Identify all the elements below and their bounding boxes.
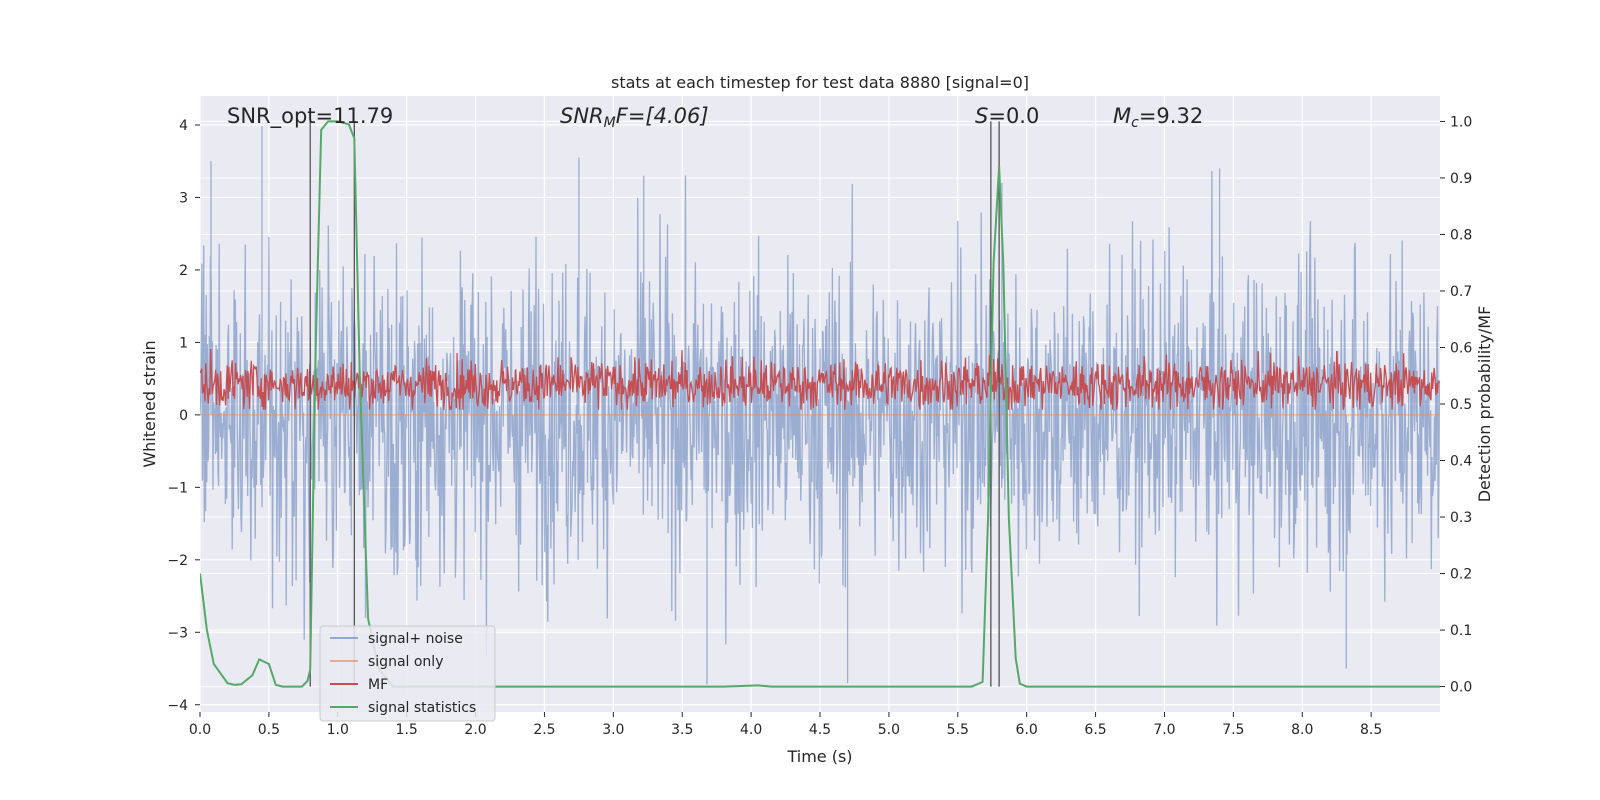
legend-label-signal-only: signal only (368, 654, 443, 670)
x-tick-label: 3.0 (602, 722, 624, 738)
mf-series (200, 348, 1440, 410)
y-tick-label: 3 (179, 190, 188, 206)
y-tick-label: 4 (179, 118, 188, 134)
x-tick-label: 2.5 (533, 722, 555, 738)
mc-name: M (1113, 104, 1131, 128)
x-tick-label: 7.0 (1153, 722, 1175, 738)
snr-opt-annotation: SNR_opt=11.79 (227, 104, 393, 129)
y-tick-label: 1 (179, 335, 188, 351)
mc-value: =9.32 (1139, 104, 1203, 128)
legend-box (319, 625, 496, 722)
y2-tick-label: 0.3 (1450, 510, 1472, 526)
x-tick-label: 4.5 (809, 722, 831, 738)
y2-tick-label: 0.6 (1450, 340, 1472, 356)
y2-tick-label: 0.1 (1450, 623, 1472, 639)
s-annotation: S=0.0 (975, 104, 1039, 128)
mc-subscript: c (1131, 115, 1139, 131)
s-name: S (975, 104, 988, 128)
x-tick-label: 6.0 (1016, 722, 1038, 738)
y2-tick-label: 1.0 (1450, 114, 1472, 130)
x-tick-label: 1.5 (396, 722, 418, 738)
snr-mf-subscript: M (604, 115, 616, 131)
y2-tick-label: 0.4 (1450, 454, 1472, 470)
x-tick-label: 4.0 (740, 722, 762, 738)
y-tick-label: −2 (167, 553, 188, 569)
y2-tick-label: 0.0 (1450, 680, 1472, 696)
y2-tick-label: 0.5 (1450, 397, 1472, 413)
y2-tick-label: 0.2 (1450, 567, 1472, 583)
y-tick-label: −3 (167, 625, 188, 641)
y2-axis-label: Detection probability/MF (1475, 306, 1494, 503)
x-tick-label: 1.0 (327, 722, 349, 738)
axis-ticks: 0.0 0.5 1.0 1.5 2.0 2.5 3.0 3.5 4.0 4.5 5.0 5.5 6.0 6… (167, 114, 1472, 738)
x-tick-label: 8.5 (1360, 722, 1382, 738)
mc-annotation: Mc=9.32 (1113, 104, 1203, 131)
y-tick-label: 0 (179, 408, 188, 424)
y-tick-label: −1 (167, 480, 188, 496)
y-tick-label: −4 (167, 698, 188, 714)
x-tick-label: 3.5 (671, 722, 693, 738)
x-tick-label: 6.5 (1084, 722, 1106, 738)
x-tick-label: 0.5 (258, 722, 280, 738)
x-tick-label: 5.5 (947, 722, 969, 738)
x-tick-label: 0.0 (189, 722, 211, 738)
snr-mf-value: F=[4.06] (616, 104, 709, 128)
legend-label-signal-statistics: signal statistics (368, 700, 476, 716)
mf-line (200, 348, 1440, 410)
y-tick-label: 2 (179, 263, 188, 279)
legend: signal+ noise signal only MF signal stat… (319, 625, 496, 722)
s-value: =0.0 (988, 104, 1039, 128)
y2-tick-label: 0.8 (1450, 227, 1472, 243)
legend-label-signal-noise: signal+ noise (368, 631, 463, 647)
chart-title: stats at each timestep for test data 888… (611, 73, 1029, 92)
snr-mf-name: SNR (560, 104, 604, 128)
y-axis-label: Whitened strain (140, 340, 159, 467)
y2-tick-label: 0.7 (1450, 284, 1472, 300)
snr-mf-annotation: SNRMF=[4.06] (560, 104, 709, 131)
signal-statistics-line (200, 120, 1440, 688)
legend-label-mf: MF (368, 677, 388, 693)
y2-tick-label: 0.9 (1450, 171, 1472, 187)
x-tick-label: 5.0 (878, 722, 900, 738)
x-tick-label: 2.0 (464, 722, 486, 738)
x-axis-label: Time (s) (786, 747, 852, 766)
x-tick-label: 7.5 (1222, 722, 1244, 738)
x-tick-label: 8.0 (1291, 722, 1313, 738)
signal-statistics-series (200, 120, 1440, 688)
